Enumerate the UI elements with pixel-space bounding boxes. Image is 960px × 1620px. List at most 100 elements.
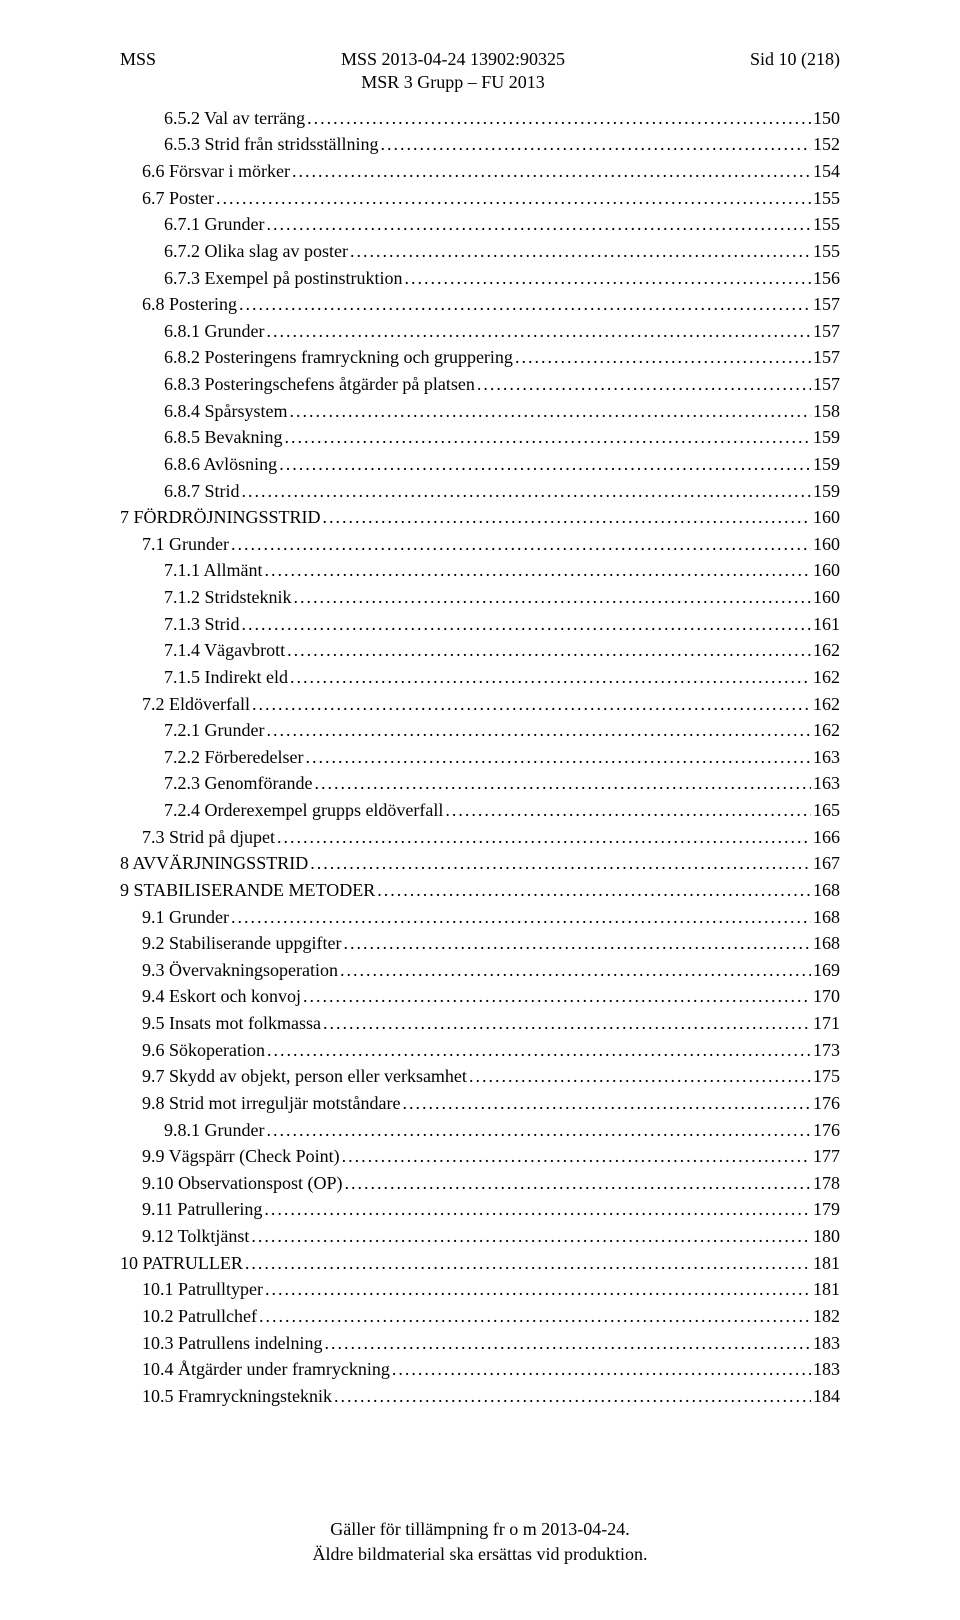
toc-leader: [379, 131, 812, 158]
toc-leader: [375, 877, 811, 904]
toc-label: 10.2 Patrullchef: [142, 1303, 257, 1330]
toc-label: 7.1.1 Allmänt: [164, 557, 263, 584]
toc-row: 6.8.1 Grunder157: [120, 318, 840, 345]
toc-page-number: 160: [811, 557, 840, 584]
toc-leader: [292, 584, 811, 611]
toc-row: 7 FÖRDRÖJNINGSSTRID 160: [120, 504, 840, 531]
toc-leader: [343, 1170, 812, 1197]
document-page: MSS MSS 2013-04-24 13902:90325 MSR 3 Gru…: [0, 0, 960, 1620]
toc-leader: [240, 478, 811, 505]
toc-leader: [443, 797, 811, 824]
toc-row: 9.5 Insats mot folkmassa171: [120, 1010, 840, 1037]
toc-page-number: 161: [811, 611, 840, 638]
toc-page-number: 150: [811, 105, 840, 132]
toc-page-number: 152: [811, 131, 840, 158]
toc-row: 6.8.6 Avlösning159: [120, 451, 840, 478]
toc-leader: [283, 424, 812, 451]
toc-label: 6.7.3 Exempel på postinstruktion: [164, 265, 402, 292]
toc-row: 6.5.2 Val av terräng150: [120, 105, 840, 132]
toc-page-number: 155: [811, 211, 840, 238]
toc-label: 7.2.3 Genomförande: [164, 770, 312, 797]
toc-label: 9.7 Skydd av objekt, person eller verksa…: [142, 1063, 467, 1090]
toc-label: 7.2.1 Grunder: [164, 717, 264, 744]
toc-row: 6.8.4 Spårsystem 158: [120, 398, 840, 425]
toc-label: 9.11 Patrullering: [142, 1196, 262, 1223]
toc-label: 9.1 Grunder: [142, 904, 229, 931]
toc-label: 10.5 Framryckningsteknik: [142, 1383, 332, 1410]
toc-leader: [390, 1356, 811, 1383]
toc-label: 9.12 Tolktjänst: [142, 1223, 249, 1250]
toc-leader: [288, 398, 812, 425]
toc-label: 6.7 Poster: [142, 185, 214, 212]
header-center-top: MSS 2013-04-24 13902:90325: [341, 48, 565, 71]
header-left: MSS: [120, 48, 156, 95]
footer-line-2: Äldre bildmaterial ska ersättas vid prod…: [0, 1542, 960, 1566]
toc-leader: [243, 1250, 811, 1277]
toc-label: 10.1 Patrulltyper: [142, 1276, 263, 1303]
toc-page-number: 182: [811, 1303, 840, 1330]
toc-row: 6.8 Postering157: [120, 291, 840, 318]
toc-row: 9.8 Strid mot irreguljär motståndare176: [120, 1090, 840, 1117]
toc-row: 7.2 Eldöverfall162: [120, 691, 840, 718]
toc-row: 6.7.1 Grunder155: [120, 211, 840, 238]
toc-label: 6.8.7 Strid: [164, 478, 240, 505]
toc-label: 7.1.4 Vägavbrott: [164, 637, 285, 664]
toc-leader: [285, 637, 811, 664]
toc-label: 9 STABILISERANDE METODER: [120, 877, 375, 904]
toc-label: 9.8 Strid mot irreguljär motståndare: [142, 1090, 400, 1117]
toc-leader: [240, 611, 811, 638]
toc-row: 6.6 Försvar i mörker154: [120, 158, 840, 185]
toc-label: 6.8.5 Bevakning: [164, 424, 283, 451]
toc-label: 6.8.4 Spårsystem: [164, 398, 288, 425]
toc-row: 6.8.7 Strid 159: [120, 478, 840, 505]
toc-leader: [303, 744, 811, 771]
toc-leader: [348, 238, 811, 265]
toc-row: 9.4 Eskort och konvoj170: [120, 983, 840, 1010]
toc-page-number: 159: [811, 478, 840, 505]
toc-leader: [288, 664, 811, 691]
toc-row: 10.5 Framryckningsteknik184: [120, 1383, 840, 1410]
toc-page-number: 158: [811, 398, 840, 425]
toc-label: 7.3 Strid på djupet: [142, 824, 275, 851]
header-center: MSS 2013-04-24 13902:90325 MSR 3 Grupp –…: [341, 48, 565, 95]
header-right: Sid 10 (218): [750, 48, 840, 95]
toc-label: 7 FÖRDRÖJNINGSSTRID: [120, 504, 321, 531]
toc-row: 9 STABILISERANDE METODER168: [120, 877, 840, 904]
toc-label: 9.6 Sökoperation: [142, 1037, 265, 1064]
toc-page-number: 156: [811, 265, 840, 292]
toc-leader: [321, 504, 811, 531]
toc-label: 10 PATRULLER: [120, 1250, 243, 1277]
toc-leader: [341, 930, 811, 957]
toc-label: 9.3 Övervakningsoperation: [142, 957, 338, 984]
footer-line-1: Gäller för tillämpning fr o m 2013-04-24…: [0, 1517, 960, 1541]
toc-page-number: 177: [811, 1143, 840, 1170]
toc-leader: [264, 318, 811, 345]
toc-page-number: 160: [811, 504, 840, 531]
toc-row: 9.2 Stabiliserande uppgifter168: [120, 930, 840, 957]
toc-row: 10.4 Åtgärder under framryckning183: [120, 1356, 840, 1383]
toc-page-number: 154: [811, 158, 840, 185]
toc-leader: [264, 211, 811, 238]
toc-row: 9.9 Vägspärr (Check Point)177: [120, 1143, 840, 1170]
toc-row: 9.3 Övervakningsoperation169: [120, 957, 840, 984]
toc-label: 9.10 Observationspost (OP): [142, 1170, 343, 1197]
toc-leader: [262, 1196, 811, 1223]
toc-page-number: 162: [811, 664, 840, 691]
toc-label: 7.1.2 Stridsteknik: [164, 584, 292, 611]
toc-row: 7.1.5 Indirekt eld162: [120, 664, 840, 691]
toc-leader: [275, 824, 811, 851]
toc-page-number: 162: [811, 691, 840, 718]
toc-row: 7.1.3 Strid161: [120, 611, 840, 638]
toc-row: 6.7.3 Exempel på postinstruktion 156: [120, 265, 840, 292]
toc-page-number: 155: [811, 238, 840, 265]
toc-row: 10.2 Patrullchef 182: [120, 1303, 840, 1330]
toc-row: 9.12 Tolktjänst180: [120, 1223, 840, 1250]
toc-leader: [250, 691, 811, 718]
toc-page-number: 170: [811, 983, 840, 1010]
toc-leader: [312, 770, 811, 797]
table-of-contents: 6.5.2 Val av terräng1506.5.3 Strid från …: [120, 105, 840, 1410]
toc-page-number: 160: [811, 531, 840, 558]
page-footer: Gäller för tillämpning fr o m 2013-04-24…: [0, 1517, 960, 1566]
toc-row: 6.8.3 Posteringschefens åtgärder på plat…: [120, 371, 840, 398]
toc-label: 9.8.1 Grunder: [164, 1117, 264, 1144]
